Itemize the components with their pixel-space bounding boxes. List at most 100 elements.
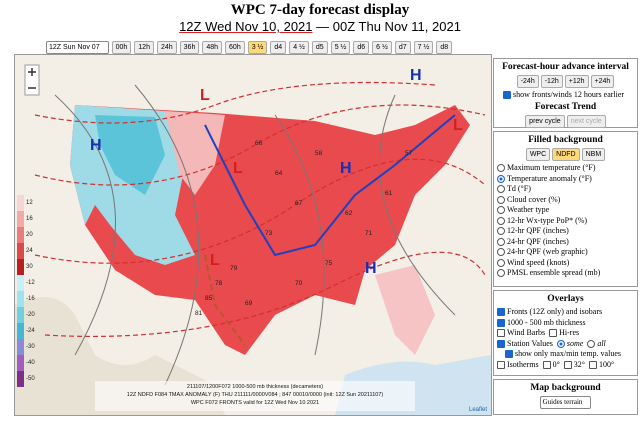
hour-button[interactable]: d8 [436,41,453,54]
pressure-center: L [210,252,220,269]
radio[interactable] [497,258,505,267]
checkbox-option: Station Values some all [497,339,634,350]
colorbar-label: -30 [26,344,35,350]
panel-button[interactable]: NDFD [552,148,580,161]
radio-option: 24-hr QPF (web graphic) [497,247,634,258]
checkbox[interactable] [497,308,505,317]
cold-front [204,114,456,257]
option-label: Td (°F) [507,184,531,193]
panel-button[interactable]: prev cycle [525,114,565,128]
hour-button[interactable]: 48h [202,41,223,54]
zoom-icons[interactable] [28,68,36,89]
checkbox[interactable] [505,350,513,359]
pressure-center: L [233,160,243,177]
hour-button[interactable]: d4 [270,41,287,54]
colorbar-swatch [17,323,24,339]
pressure-center: H [340,160,352,177]
forecast-map[interactable]: H H L L L H H L 79 73 67 62 58 85 71 64 69 75 61 57 70 66 78 81… [14,54,492,416]
panel-button[interactable]: -12h [540,75,563,88]
checkbox[interactable] [563,360,572,369]
checkbox[interactable] [497,339,505,348]
separator: — [316,19,330,34]
map-background-section: Map background Guides terrain [493,379,638,415]
checkbox[interactable] [497,318,505,327]
checkbox[interactable] [542,360,551,369]
checkbox[interactable] [588,360,597,369]
valid-start: 12Z Wed Nov 10, 2021 [179,19,313,34]
option-label: Hi-res [559,328,580,337]
cycle-select[interactable]: 12Z Sun Nov 07 [46,41,109,54]
valid-time: 12Z Wed Nov 10, 2021 — 00Z Thu Nov 11, 2… [0,19,640,34]
radio-option: Maximum temperature (°F) [497,163,634,174]
zoom-control[interactable] [24,64,40,96]
station-value: 58 [315,150,323,157]
radio[interactable] [497,164,505,173]
checkbox[interactable] [497,360,505,369]
colorbar-label: 20 [26,232,33,238]
select-row: Guides terrain [497,396,634,409]
station-value: 79 [230,265,238,272]
hour-button[interactable]: 60h [225,41,245,54]
radio[interactable] [497,216,505,225]
advance-section: Forecast-hour advance interval -24h -12h +1… [493,58,638,128]
hour-button[interactable]: 36h [179,41,200,54]
pressure-center: H [365,260,377,277]
panel-button[interactable]: NBM [581,148,606,161]
isobars [54,84,456,386]
colorbar-swatch [17,227,24,243]
button-row: prev cycle next cycle [497,114,634,128]
checkbox-option: show only max/min temp. values [497,349,634,360]
colorbar-label: 24 [26,248,33,254]
hour-button[interactable]: 7 ½ [413,41,434,54]
option-label: 12-hr Wx-type PoP* (%) [507,215,588,225]
hour-button[interactable]: 5 ½ [330,41,351,54]
radio-option: Td (°F) [497,184,634,195]
option-label: 24-hr QPF (web graphic) [507,247,588,256]
radio[interactable] [497,237,505,246]
hour-button[interactable]: 4 ½ [289,41,309,54]
hour-button[interactable]: d5 [311,41,328,54]
checkbox[interactable] [497,329,505,338]
colorbar-swatch [17,307,24,323]
colorbar-label: 30 [26,264,33,270]
panel-button[interactable]: WPC [525,148,551,161]
background-select[interactable]: Guides terrain [539,396,592,409]
station-value: 78 [215,280,223,287]
panel-button[interactable]: +12h [564,75,589,88]
checkbox[interactable] [503,91,511,100]
hour-button[interactable]: 24h [156,41,177,54]
panel-button[interactable]: next cycle [566,114,606,128]
radio[interactable] [497,269,505,278]
option-label: Cloud cover (%) [507,194,561,204]
hour-button[interactable]: 00h [111,41,132,54]
radio[interactable] [497,206,505,215]
radio-option: Temperature anomaly (°F) [497,174,634,185]
weak-anomaly [165,111,225,195]
hour-button[interactable]: d7 [394,41,411,54]
colorbar-swatch [17,243,24,259]
station-value: 62 [345,210,353,217]
radio[interactable] [497,195,505,204]
radio[interactable] [587,339,596,348]
map-caption: WPC F072 FRONTS valid for 12Z Wed Nov 10… [191,400,319,406]
colorbar-swatch [17,211,24,227]
radio[interactable] [556,339,565,348]
checkbox[interactable] [549,329,558,338]
radio[interactable] [497,185,505,194]
hour-button[interactable]: 12h [134,41,154,54]
caption-bg [95,381,415,411]
radio[interactable] [497,248,505,257]
radio-option: Weather type [497,205,634,216]
florida-anomaly [375,265,435,355]
section-heading: Map background [530,383,601,393]
hour-button[interactable]: 6 ½ [372,41,392,54]
station-value: 67 [295,200,303,207]
hour-button[interactable]: 3 ½ [247,41,268,54]
hour-button[interactable]: d6 [353,41,370,54]
panel-button[interactable]: -24h [516,75,539,88]
radio[interactable] [497,227,505,236]
radio[interactable] [497,174,505,183]
background-section: Filled background WPC NDFD NBM Maximum tempe… [493,131,638,287]
panel-button[interactable]: +24h [590,75,615,88]
